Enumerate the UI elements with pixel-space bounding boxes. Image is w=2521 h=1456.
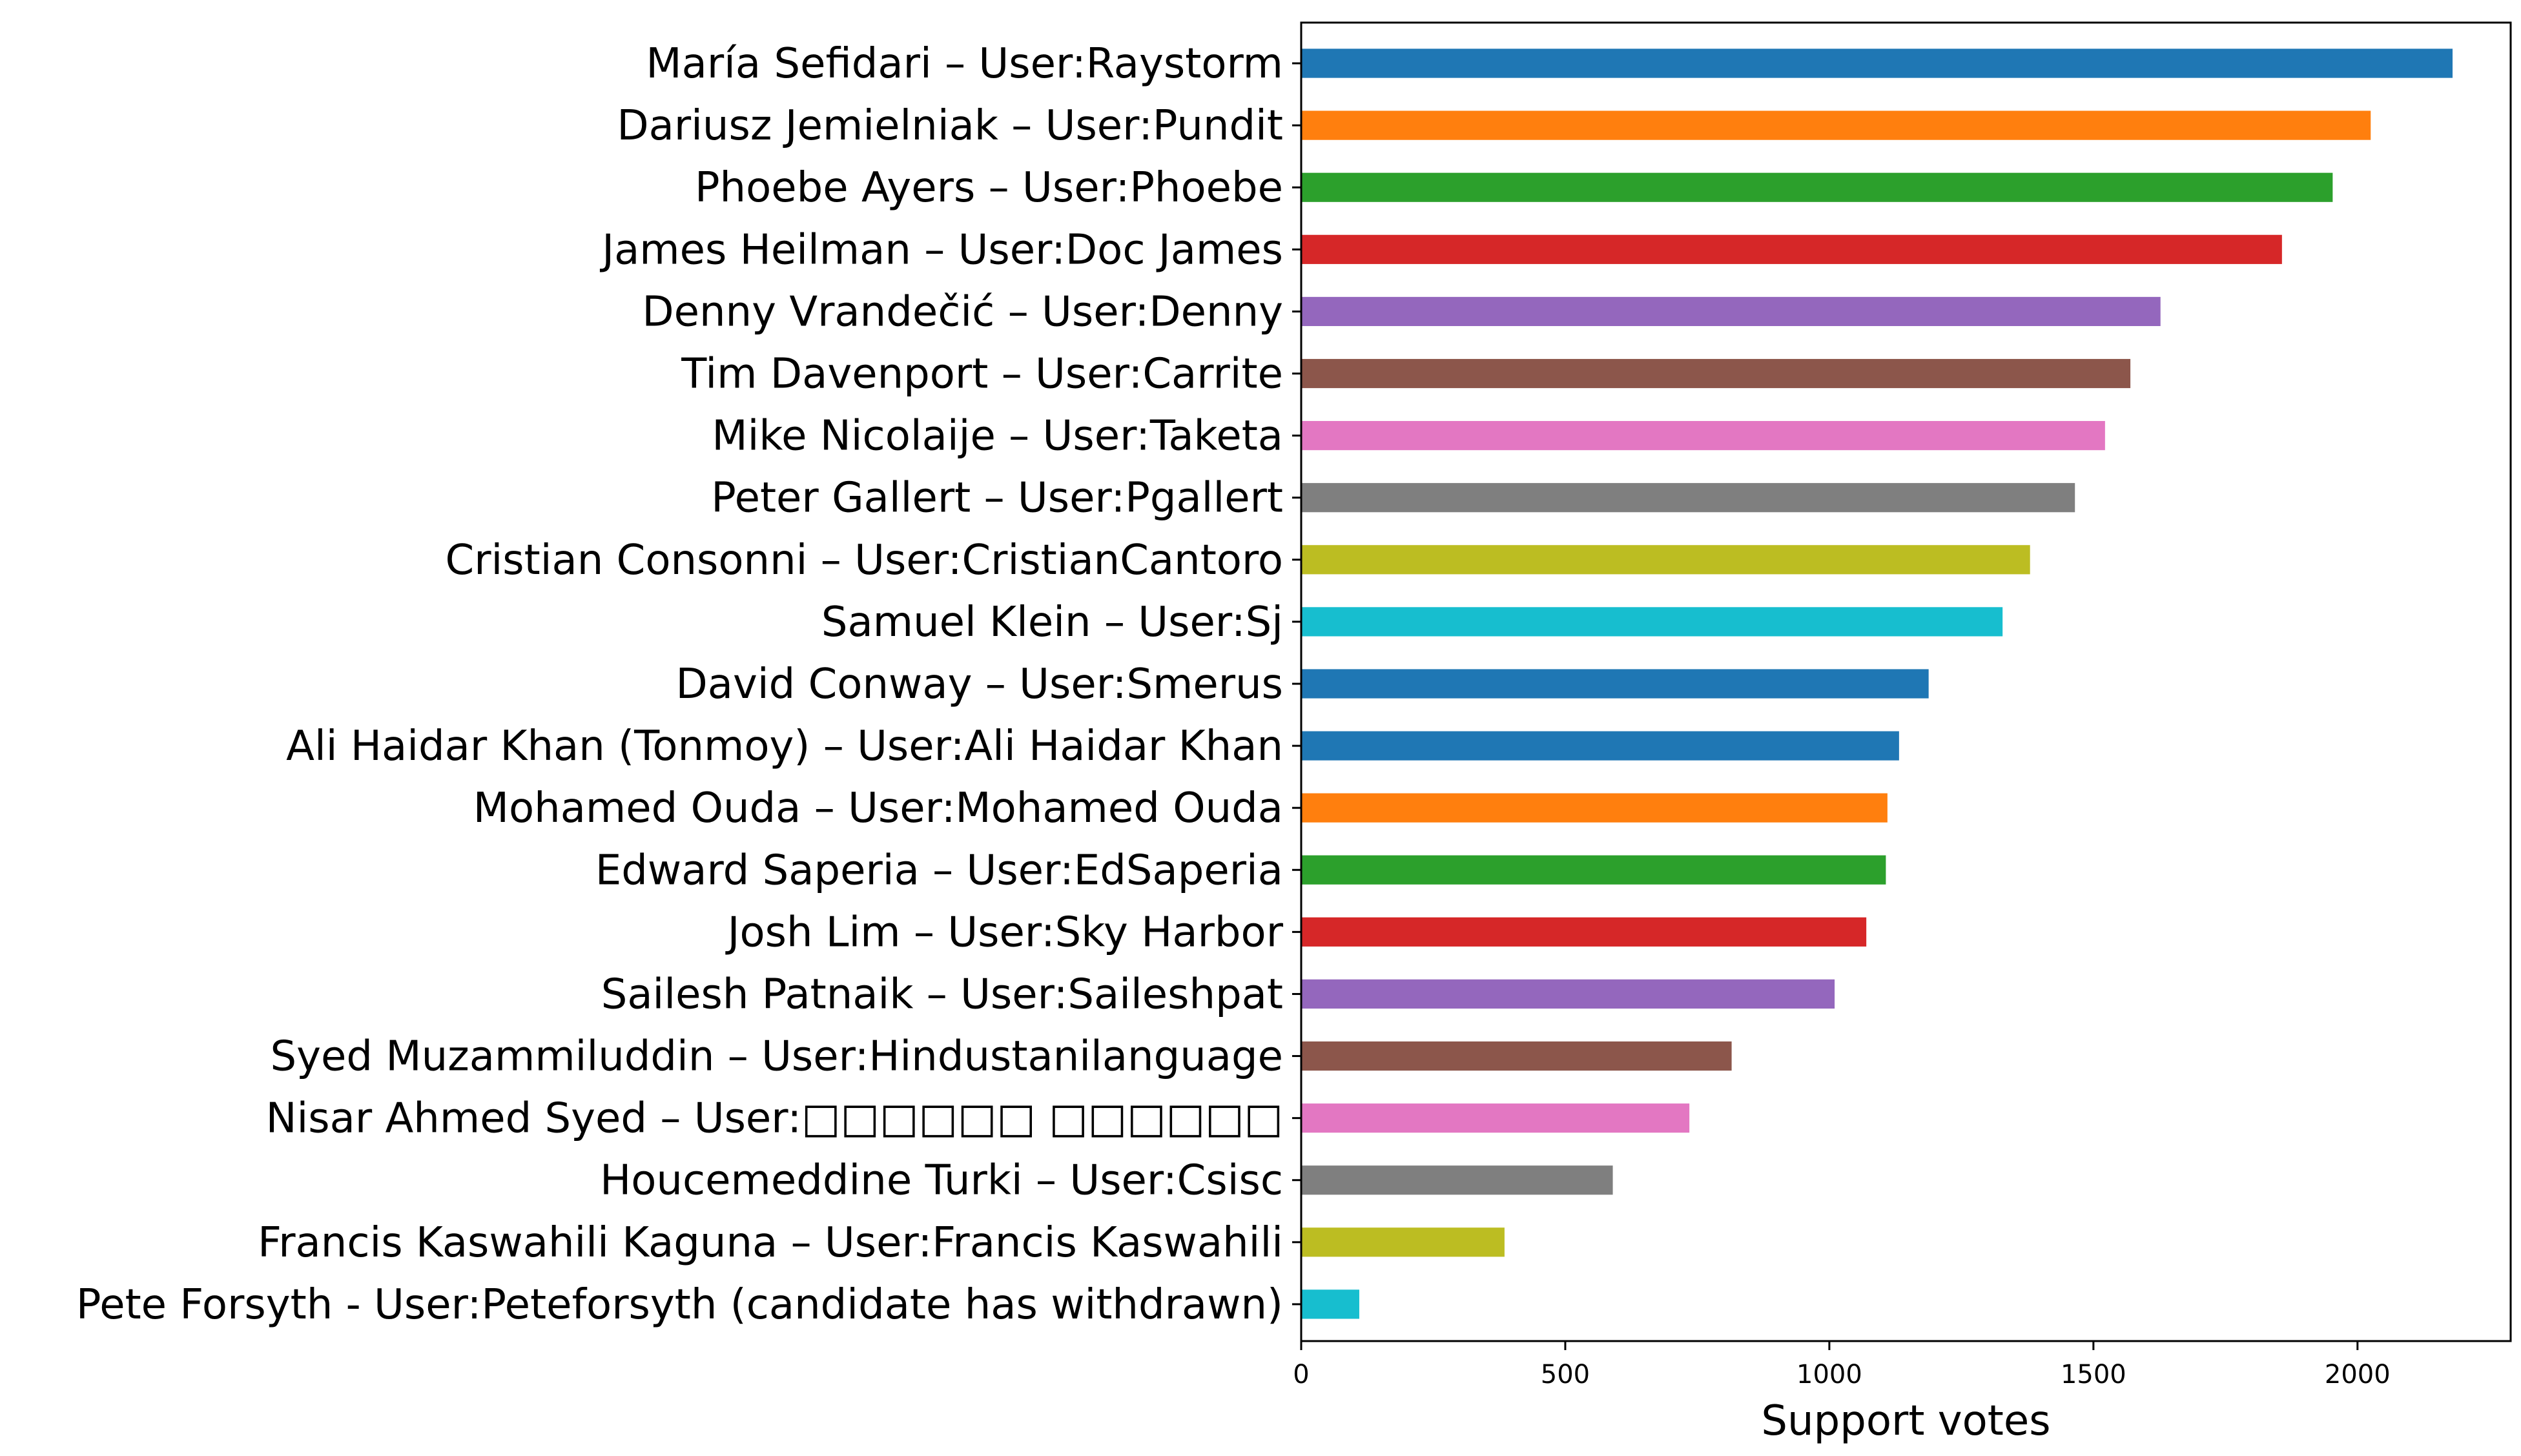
category-label: Samuel Klein – User:Sj: [821, 599, 1283, 646]
category-labels: María Sefidari – User:Raystorm Dariusz Je…: [76, 40, 1301, 1329]
category-label: James Heilman – User:Doc James: [599, 226, 1283, 274]
category-label: Edward Saperia – User:EdSaperia: [595, 846, 1283, 894]
category-label: Cristian Consonni – User:CristianCantoro: [446, 537, 1284, 584]
category-label: Francis Kaswahili Kaguna – User:Francis …: [258, 1219, 1283, 1267]
category-label: Phoebe Ayers – User:Phoebe: [695, 164, 1283, 212]
category-label: Mohamed Ouda – User:Mohamed Ouda: [473, 784, 1283, 832]
category-label: Nisar Ahmed Syed – User:□□□□□□ □□□□□□: [266, 1095, 1283, 1143]
bar-16: [1301, 1041, 1732, 1071]
category-label: David Conway – User:Smerus: [675, 661, 1283, 708]
bar-3: [1301, 234, 2282, 264]
x-tick-label: 500: [1541, 1360, 1590, 1389]
bar-17: [1301, 1103, 1690, 1133]
x-tick-label: 1500: [2061, 1360, 2126, 1389]
bar-7: [1301, 483, 2075, 513]
bars-group: [1301, 48, 2453, 1319]
category-label: Tim Davenport – User:Carrite: [681, 351, 1283, 398]
category-label: Dariusz Jemielniak – User:Pundit: [617, 102, 1283, 150]
category-label: Sailesh Patnaik – User:Saileshpat: [601, 970, 1283, 1018]
category-label: Houcemeddine Turki – User:Csisc: [600, 1157, 1283, 1205]
bar-5: [1301, 358, 2131, 389]
bar-18: [1301, 1165, 1613, 1195]
bar-9: [1301, 607, 2003, 637]
x-tick-label: 2000: [2325, 1360, 2391, 1389]
x-axis-ticks: 0 500 1000 1500 2000: [1293, 1341, 2391, 1389]
bar-13: [1301, 855, 1886, 885]
category-label: Ali Haidar Khan (Tonmoy) – User:Ali Haid…: [286, 723, 1283, 770]
category-label: Syed Muzammiluddin – User:Hindustanilang…: [271, 1033, 1283, 1081]
bar-4: [1301, 296, 2161, 327]
bar-0: [1301, 48, 2453, 78]
category-label: María Sefidari – User:Raystorm: [646, 40, 1283, 88]
bar-2: [1301, 172, 2333, 202]
bar-6: [1301, 421, 2105, 451]
category-label: Josh Lim – User:Sky Harbor: [725, 908, 1284, 956]
bar-20: [1301, 1289, 1359, 1319]
category-label: Peter Gallert – User:Pgallert: [711, 475, 1283, 522]
bar-15: [1301, 979, 1835, 1009]
bar-8: [1301, 545, 2030, 575]
x-axis-label: Support votes: [1761, 1397, 2050, 1445]
category-label: Pete Forsyth - User:Peteforsyth (candida…: [76, 1281, 1283, 1329]
x-tick-label: 1000: [1796, 1360, 1862, 1389]
bar-19: [1301, 1227, 1505, 1257]
bar-10: [1301, 669, 1929, 699]
bar-1: [1301, 110, 2371, 140]
category-label: Denny Vrandečić – User:Denny: [642, 288, 1283, 336]
bar-11: [1301, 731, 1899, 761]
plot-frame: [1300, 21, 2512, 1342]
bar-14: [1301, 917, 1867, 947]
category-label: Mike Nicolaije – User:Taketa: [712, 413, 1283, 460]
x-tick-label: 0: [1293, 1360, 1309, 1389]
bar-12: [1301, 793, 1888, 823]
